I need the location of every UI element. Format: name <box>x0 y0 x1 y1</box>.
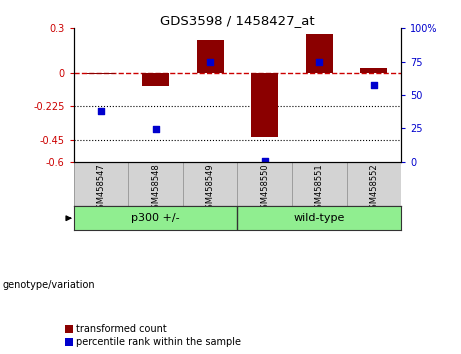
Text: GSM458551: GSM458551 <box>315 163 324 214</box>
Point <box>261 158 268 164</box>
Text: wild-type: wild-type <box>294 213 345 223</box>
Bar <box>196 40 224 73</box>
Bar <box>142 73 169 86</box>
Text: genotype/variation: genotype/variation <box>2 280 95 290</box>
Point <box>370 82 378 87</box>
Bar <box>88 73 115 74</box>
Text: GSM458552: GSM458552 <box>369 163 378 214</box>
Text: GSM458549: GSM458549 <box>206 163 215 214</box>
Title: GDS3598 / 1458427_at: GDS3598 / 1458427_at <box>160 14 315 27</box>
Text: GSM458550: GSM458550 <box>260 163 269 214</box>
Text: GSM458548: GSM458548 <box>151 163 160 214</box>
Text: GSM458547: GSM458547 <box>96 163 106 214</box>
Legend: transformed count, percentile rank within the sample: transformed count, percentile rank withi… <box>65 325 242 347</box>
Point <box>315 59 323 65</box>
Text: p300 +/-: p300 +/- <box>131 213 180 223</box>
Point <box>97 108 105 114</box>
Bar <box>251 73 278 137</box>
Point <box>207 59 214 65</box>
Point <box>152 126 160 132</box>
Bar <box>360 68 387 73</box>
Bar <box>306 34 333 73</box>
